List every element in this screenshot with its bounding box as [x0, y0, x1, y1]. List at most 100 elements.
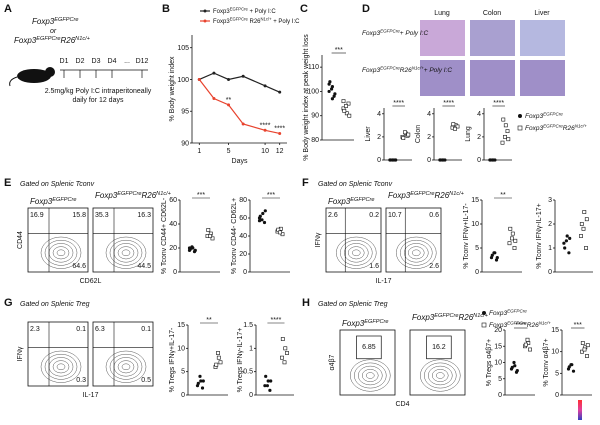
y-tick-label: 0 [475, 269, 479, 276]
data-square [282, 360, 287, 365]
significance: *** [197, 192, 205, 199]
data-dot [198, 374, 202, 378]
panel-letter: F [302, 177, 309, 189]
panel-letter: D [362, 3, 370, 15]
histology-image [520, 60, 565, 96]
panel-letter: H [302, 297, 310, 309]
text-part: EGFPCre [230, 7, 249, 12]
day-label: D3 [92, 58, 101, 65]
point [278, 90, 282, 94]
contour [40, 350, 82, 383]
data-dot [261, 211, 265, 216]
row-label: Foxp3EGFPCreR26N1c/++ Poly I:C [362, 65, 452, 74]
data-square [216, 355, 221, 360]
data-dot [490, 158, 494, 162]
data-dot [262, 220, 267, 225]
data-square [507, 241, 512, 246]
contour [350, 359, 391, 392]
y-tick-label: 10 [471, 221, 479, 228]
legend-label: Foxp3EGFPCre R26N1c/+ + Poly I:C [213, 17, 300, 25]
text-part: Foxp3 [213, 9, 230, 15]
y-tick-label: 100 [307, 88, 319, 95]
data-square [584, 246, 588, 250]
data-square [523, 342, 528, 347]
text-part: Foxp3 [213, 19, 230, 25]
data-square [525, 337, 530, 342]
mouse-tail [9, 76, 18, 87]
tissue-label: Colon [483, 10, 501, 17]
data-dot [510, 365, 514, 369]
text-part: EGFPCre [54, 17, 78, 23]
genotype: Foxp3EGFPCre [30, 197, 76, 206]
data-dot [564, 239, 569, 243]
y-tick-label: 5 [498, 376, 502, 383]
data-dot [565, 234, 569, 238]
text-part: N1c/+ [473, 313, 489, 319]
data-dot [333, 92, 337, 96]
histology-image [470, 60, 515, 96]
data-dot [266, 379, 270, 383]
contour [362, 369, 379, 382]
data-dot [493, 158, 497, 162]
text-part: Foxp3 [388, 191, 411, 200]
data-square [579, 234, 583, 238]
quadrant-value: 15.8 [72, 212, 86, 219]
text-part: N1c/+ [412, 65, 424, 70]
legend-square [517, 125, 523, 131]
text-part: EGFPCre [543, 123, 563, 128]
gate-value: 16.2 [432, 344, 446, 351]
data-square [585, 354, 589, 358]
data-square [278, 230, 282, 235]
data-square [510, 231, 515, 236]
flow-x-label: CD4 [395, 401, 409, 408]
contour [354, 362, 387, 389]
contour [400, 239, 433, 266]
text-part: Foxp3 [525, 125, 543, 132]
x-tick-label: 5 [227, 148, 231, 155]
significance: **** [493, 100, 504, 107]
data-square [214, 362, 219, 367]
contour [396, 236, 437, 269]
point [241, 122, 245, 126]
data-dot [265, 384, 269, 388]
text-part: R26 [400, 67, 412, 74]
contour [109, 353, 143, 380]
gate-value: 6.85 [362, 344, 376, 351]
y-tick-label: 20 [494, 327, 502, 334]
x-tick-label: 10 [261, 148, 269, 155]
y-tick-label: 20 [239, 251, 247, 258]
dose: 2.5mg/kg Poly I:C intraperitoneally [45, 88, 152, 95]
gate-label: Gated on Splenic Tconv [318, 181, 393, 188]
point [263, 128, 267, 132]
day-label: D1 [60, 58, 69, 65]
contour [408, 246, 425, 260]
significance: *** [574, 322, 582, 329]
data-square [506, 137, 511, 142]
text-part: Foxp3 [30, 197, 53, 206]
flow-plot [385, 207, 442, 273]
legend-dot [203, 9, 207, 13]
legend-dot [518, 114, 522, 118]
x-tick-label: 12 [276, 148, 284, 155]
gate-label: Gated on Splenic Treg [20, 301, 90, 308]
flow-plot [325, 207, 382, 273]
data-square [581, 226, 586, 231]
data-dot [571, 369, 576, 373]
data-square [218, 360, 223, 365]
y-tick-label: 15 [471, 197, 479, 204]
text-part: Foxp3 [525, 113, 543, 120]
genotype: Foxp3EGFPCre [342, 319, 388, 328]
y-tick-label: 1.5 [243, 322, 253, 329]
legend-label: Foxp3EGFPCre [489, 308, 527, 317]
data-square [344, 104, 348, 108]
data-dot [187, 246, 192, 250]
y-axis-label: % Tconv CD44- CD62L+ [231, 198, 238, 274]
contour [358, 365, 383, 386]
point [278, 131, 282, 135]
contour [428, 365, 453, 386]
significance: *** [335, 47, 343, 54]
data-dot [200, 386, 205, 390]
data-square [510, 236, 514, 241]
ellipsis: ... [124, 58, 130, 65]
gate [356, 335, 382, 360]
